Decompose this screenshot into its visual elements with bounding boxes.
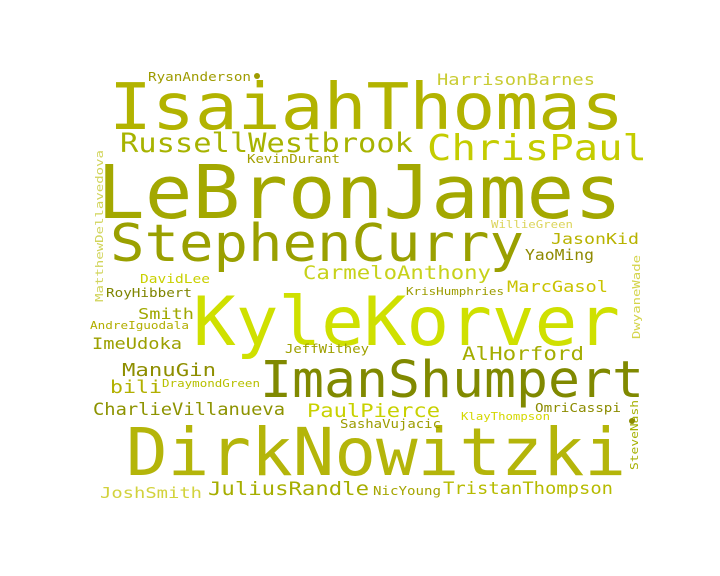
word-sashavujacic: SashaVujacic: [340, 417, 441, 431]
word-stephencurry: StephenCurry: [110, 214, 524, 274]
word-kylekorver: KyleKorver: [193, 283, 620, 362]
word-tristanthompson: TristanThompson: [443, 479, 613, 499]
word-russellwestbrook: RussellWestbrook: [120, 128, 413, 159]
word-juliusrandle: JuliusRandle: [208, 478, 369, 500]
word-imeudoka: ImeUdoka: [92, 334, 182, 353]
word-draymondgreen: DraymondGreen: [162, 377, 260, 390]
word-ryananderson: RyanAnderson: [148, 70, 251, 84]
word-charlievillanueva: CharlieVillanueva: [93, 400, 285, 420]
word-andreiguodala: AndreIguodala: [90, 319, 189, 332]
dot-mark: [629, 418, 635, 424]
word-omricasspi: OmriCasspi: [535, 401, 621, 415]
word-yaoming: YaoMing: [525, 246, 594, 264]
word-williegreen: WillieGreen: [491, 218, 573, 231]
word-jeffwithey: JeffWithey: [285, 342, 369, 356]
word-imanshumpert: ImanShumpert: [260, 351, 644, 410]
word-marcgasol: MarcGasol: [507, 277, 608, 296]
word-klaythompson: KlayThompson: [461, 410, 550, 423]
word-stevenash: SteveNash: [628, 400, 641, 470]
word-matthewdellavedova: MatthewDellavedova: [93, 150, 106, 302]
word-jasonkid: JasonKid: [551, 230, 639, 248]
word-smith: Smith: [138, 305, 194, 323]
word-dirknowitzki: DirkNowitzki: [126, 414, 626, 491]
word-krishumphries: KrisHumphries: [406, 285, 504, 298]
word-joshsmith: JoshSmith: [100, 484, 202, 502]
word-davidlee: DavidLee: [140, 272, 210, 286]
word-paulpierce: PaulPierce: [307, 400, 440, 422]
word-chrispaul: ChrisPaul: [427, 128, 647, 169]
word-lebronjames: LeBronJames: [97, 150, 622, 236]
word-carmeloanthony: CarmeloAnthony: [303, 262, 491, 284]
word-harrisonbarnes: HarrisonBarnes: [437, 70, 595, 89]
word-manugin: ManuGin: [122, 360, 216, 381]
word-nicyoung: NicYoung: [373, 484, 441, 498]
dot-mark: [254, 73, 260, 79]
word-dwyanewade: DwyaneWade: [630, 255, 643, 339]
word-kevindurant: KevinDurant: [247, 152, 340, 166]
word-alhorford: AlHorford: [462, 343, 584, 365]
word-bili: bili: [110, 377, 162, 398]
word-royhibbert: RoyHibbert: [106, 286, 192, 300]
word-isaiahthomas: IsaiahThomas: [109, 71, 624, 145]
